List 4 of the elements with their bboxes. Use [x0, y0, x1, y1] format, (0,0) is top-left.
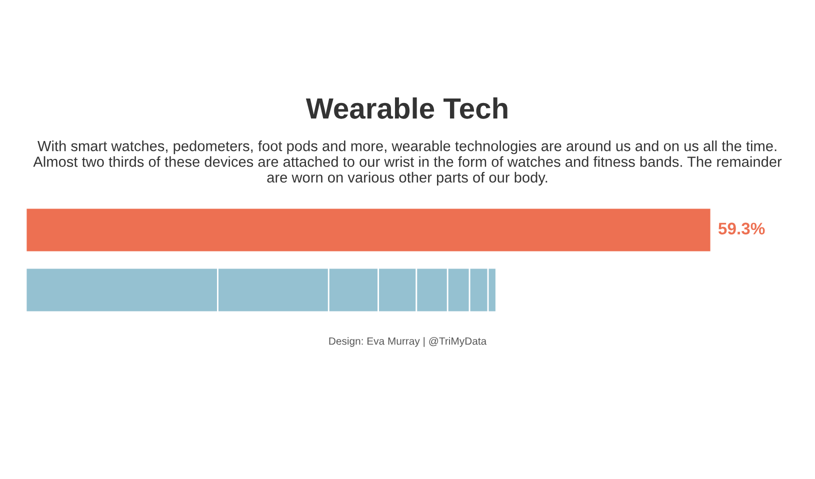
text: Design: Eva Murray | @TriMyData [329, 337, 487, 347]
chart-subtitle: With smart watches, pedometers, foot pods and more, wearable technologies are around us and on us all the time. Almost two thirds of these devices are attached to our wrist in the form of watches and fitness bands. The remainder are worn on various other parts of our body. [33, 140, 782, 186]
data-label: 59.3% [718, 222, 765, 234]
chart-title: Wearable Tech [306, 97, 508, 119]
